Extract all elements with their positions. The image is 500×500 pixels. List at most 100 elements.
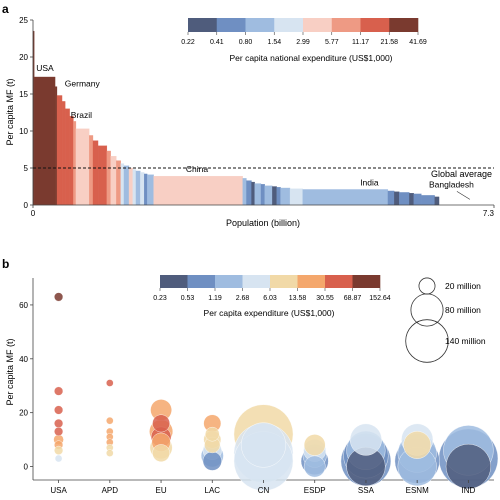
y-tick-label: 20 [19, 409, 28, 418]
colorbar-swatch [352, 275, 381, 288]
panel-a-label: a [2, 2, 9, 16]
bubble [54, 426, 64, 437]
colorbar-tick-label: 68.87 [344, 295, 362, 302]
panel-b-colorbar-title: Per capita expenditure (US$1,000) [204, 308, 335, 318]
panel-b-colorbar: 0.23 0.53 1.19 2.68 6.03 13.58 30.55 68.87 152.6… [153, 275, 391, 302]
bar-segment [409, 193, 414, 206]
bar-segment [56, 95, 63, 206]
bar-segment [434, 196, 440, 206]
panel-b-label: b [2, 257, 9, 271]
panel-b-x-ticks: USA APD EU LAC CN ESDP SSA ESNM IND [50, 480, 476, 495]
bubble [54, 292, 64, 302]
bar-segment [135, 170, 141, 206]
bubble [106, 449, 114, 457]
bar-segment [264, 185, 273, 206]
colorbar-tick-label: 152.64 [369, 295, 391, 302]
bar-segment [302, 189, 389, 206]
panel-a-y-axis-label: Per capita MF (t) [5, 78, 15, 145]
bar-segment [272, 186, 277, 206]
colorbar-swatch [188, 18, 218, 32]
colorbar-swatch [325, 275, 353, 288]
y-tick-label: 40 [19, 355, 28, 364]
bubble [403, 431, 432, 459]
colorbar-tick-label: 13.58 [289, 295, 307, 302]
colorbar-tick-label: 41.69 [409, 39, 427, 46]
colorbar-swatch [360, 18, 390, 32]
bubble [152, 444, 170, 462]
bar-segment [132, 169, 137, 206]
bubble [54, 454, 63, 463]
bar-segment [65, 108, 70, 206]
bar-segment [61, 101, 66, 206]
bar-segment [251, 181, 255, 206]
size-legend-label: 20 million [445, 281, 481, 291]
colorbar-tick-label: 0.23 [153, 295, 167, 302]
colorbar-swatch [303, 18, 333, 32]
size-legend-label: 80 million [445, 305, 481, 315]
panel-b-y-ticks: 0 20 40 60 [19, 301, 33, 472]
colorbar-swatch [331, 18, 361, 32]
size-legend-circle [410, 293, 444, 327]
bar-segment [276, 187, 281, 206]
x-tick-label-category: APD [102, 486, 119, 495]
panel-b-size-legend: 20 million 80 million 140 million [405, 277, 486, 363]
bar-segment [120, 163, 125, 206]
bar-segment [97, 145, 108, 206]
x-tick-label-category: CN [258, 486, 270, 495]
size-legend-circle [405, 319, 449, 363]
colorbar-tick-label: 0.53 [181, 295, 195, 302]
colorbar-swatch [160, 275, 188, 288]
bar-segment [140, 172, 145, 206]
colorbar-swatch [215, 275, 243, 288]
colorbar-tick-label: 6.03 [263, 295, 277, 302]
bubble [106, 416, 114, 425]
bubble [54, 405, 64, 415]
y-tick-label: 20 [19, 53, 28, 62]
bar-segment [254, 183, 262, 206]
bubble [54, 418, 64, 428]
y-tick-label: 25 [19, 16, 28, 25]
annotation-label: India [360, 178, 379, 188]
x-tick-label-end: 7.3 [483, 209, 495, 218]
bar-segment [89, 135, 94, 206]
x-tick-label-category: IND [462, 486, 476, 495]
panel-a-annotations: USA Germany Brazil China India Bangladesh [36, 63, 474, 200]
bar-segment [421, 195, 435, 206]
colorbar-tick-label: 2.99 [296, 39, 310, 46]
bar-segment [75, 128, 90, 206]
bar-segment [387, 190, 395, 206]
bubble [303, 455, 326, 478]
panel-b-y-axis-label: Per capita MF (t) [5, 338, 15, 405]
x-tick-label-start: 0 [31, 209, 36, 218]
x-tick-label-category: LAC [205, 486, 221, 495]
x-tick-label-category: ESNM [406, 486, 429, 495]
bubble [54, 445, 64, 455]
x-tick-label-category: USA [50, 486, 67, 495]
annotation-leader [456, 191, 471, 200]
bubble [106, 379, 114, 387]
y-tick-label: 10 [19, 127, 28, 136]
bubble [445, 443, 491, 490]
colorbar-tick-label: 21.58 [381, 39, 399, 46]
colorbar-tick-label: 2.68 [236, 295, 250, 302]
colorbar-swatch [245, 18, 275, 32]
bar-segment [394, 191, 400, 206]
bar-segment [69, 116, 74, 206]
colorbar-swatch [216, 18, 246, 32]
panel-b-bubbles [53, 292, 499, 491]
bar-segment [106, 150, 111, 206]
colorbar-tick-label: 0.22 [181, 39, 195, 46]
size-legend-circle [418, 277, 436, 295]
y-tick-label: 0 [24, 201, 29, 210]
bar-segment [147, 174, 154, 206]
bar-segment [246, 180, 252, 206]
colorbar-swatch [274, 18, 304, 32]
colorbar-swatch [187, 275, 216, 288]
panel-a-colorbar: 0.22 0.41 0.80 1.54 2.99 5.77 11.17 21.58 41.69 [181, 18, 427, 46]
colorbar-tick-label: 30.55 [316, 295, 334, 302]
colorbar-tick-label: 5.77 [325, 39, 339, 46]
bar-segment [399, 192, 410, 206]
annotation-label: Germany [65, 79, 101, 89]
annotation-label: USA [36, 63, 54, 73]
colorbar-swatch [297, 275, 326, 288]
